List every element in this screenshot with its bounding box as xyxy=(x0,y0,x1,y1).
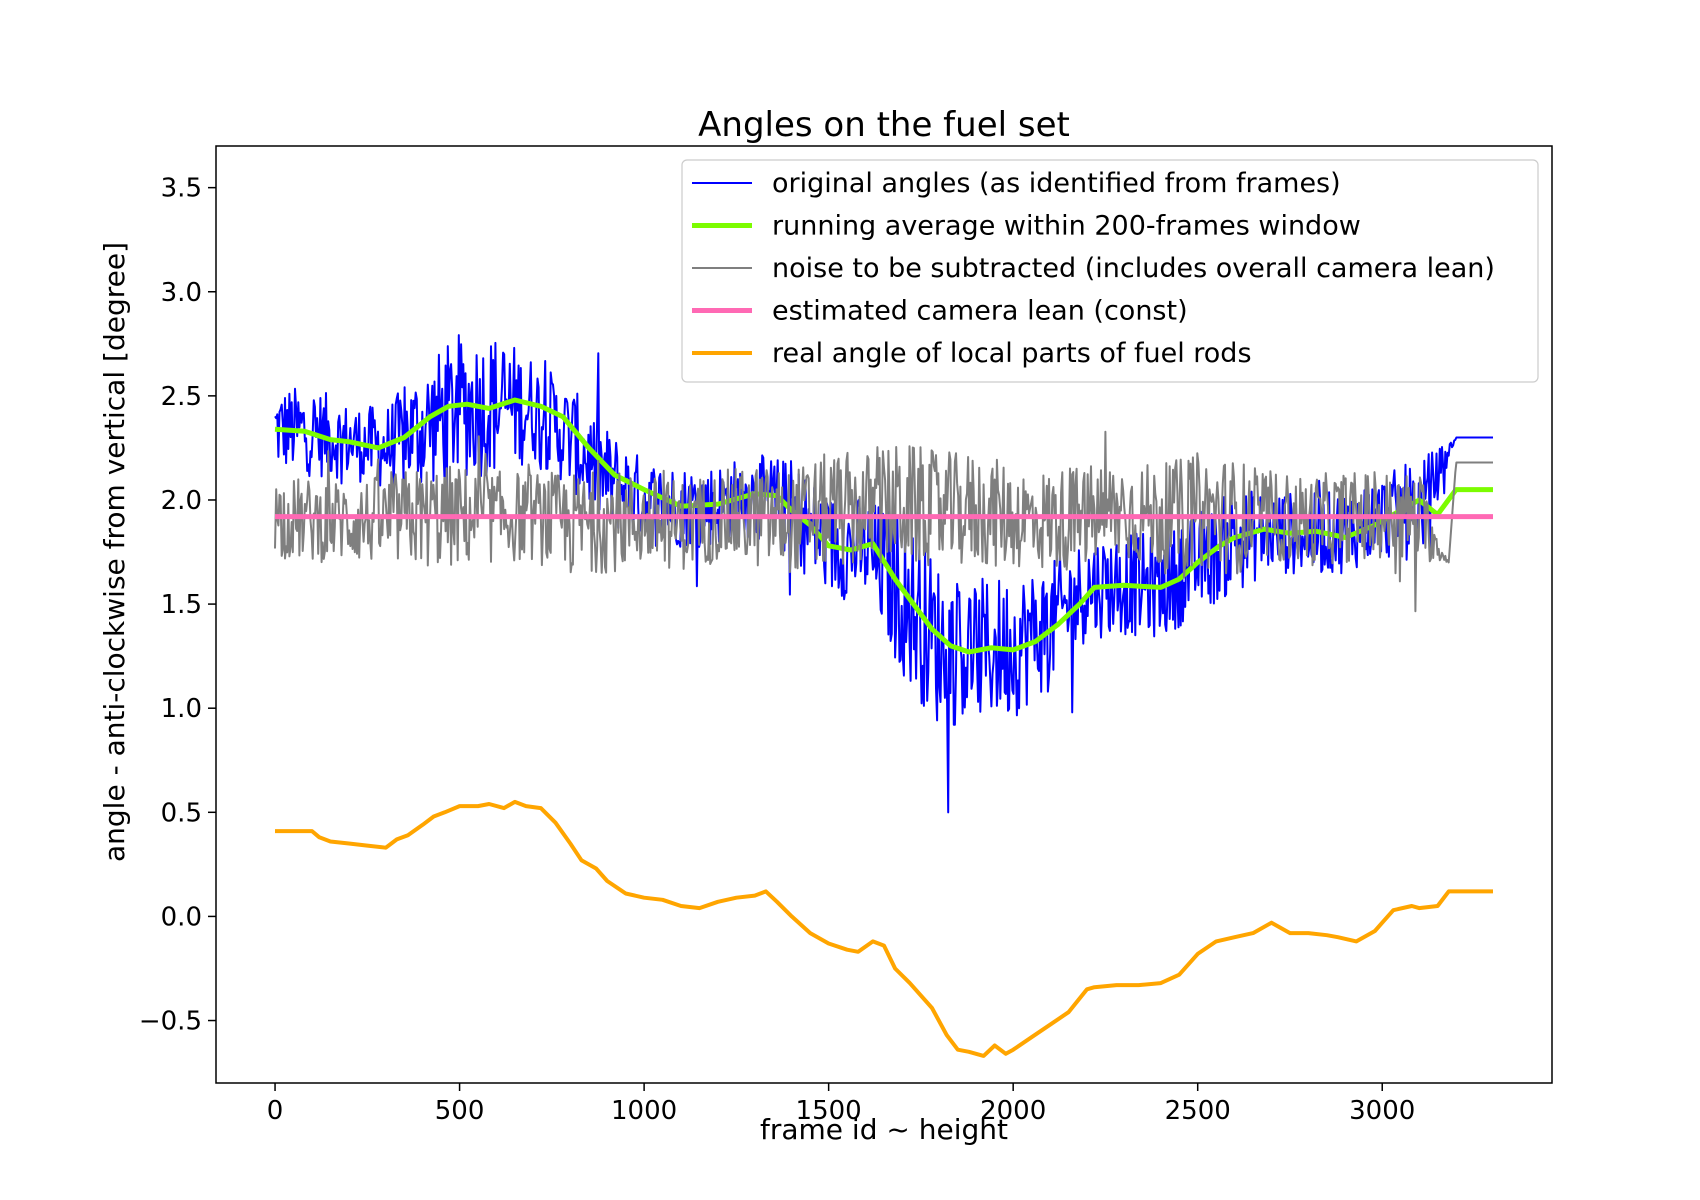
x-tick-label: 500 xyxy=(435,1096,485,1126)
legend-label-5: real angle of local parts of fuel rods xyxy=(772,338,1252,369)
chart-title: Angles on the fuel set xyxy=(698,105,1070,145)
legend-label-1: original angles (as identified from fram… xyxy=(772,168,1341,199)
legend: original angles (as identified from fram… xyxy=(681,159,1539,383)
y-tick-label: 1.0 xyxy=(161,694,202,724)
y-tick-label: 0.5 xyxy=(161,798,202,828)
y-tick-label: −0.5 xyxy=(139,1007,202,1037)
y-tick-label: 2.0 xyxy=(161,486,202,516)
y-tick-label: 3.0 xyxy=(161,278,202,308)
series-line-5 xyxy=(275,799,1493,1058)
x-tick-label: 1500 xyxy=(796,1096,862,1126)
legend-label-4: estimated camera lean (const) xyxy=(772,296,1188,327)
x-tick-label: 2000 xyxy=(980,1096,1046,1126)
plot-frame xyxy=(215,145,1553,1084)
y-tick-label: 1.5 xyxy=(161,590,202,620)
y-tick-label: 2.5 xyxy=(161,382,202,412)
legend-box xyxy=(681,159,1539,383)
y-axis-label: angle - anti-clockwise from vertical [de… xyxy=(98,242,131,862)
y-tick-label: 3.5 xyxy=(161,174,202,204)
series-line-3 xyxy=(274,430,1493,613)
x-tick-label: 0 xyxy=(267,1096,284,1126)
legend-label-3: noise to be subtracted (includes overall… xyxy=(772,253,1495,284)
axes: 0 500 1000 1500 2000 2500 3000 −0.5 0.0 0.5 1.0 1.5… xyxy=(139,145,1553,1126)
x-tick-label: 3000 xyxy=(1349,1096,1415,1126)
x-axis-label: frame id ~ height xyxy=(760,1113,1008,1146)
plot-area xyxy=(274,334,1493,1058)
legend-label-2: running average within 200-frames window xyxy=(772,211,1361,242)
y-tick-label: 0.0 xyxy=(161,902,202,932)
x-tick-label: 1000 xyxy=(611,1096,677,1126)
x-tick-label: 2500 xyxy=(1165,1096,1231,1126)
